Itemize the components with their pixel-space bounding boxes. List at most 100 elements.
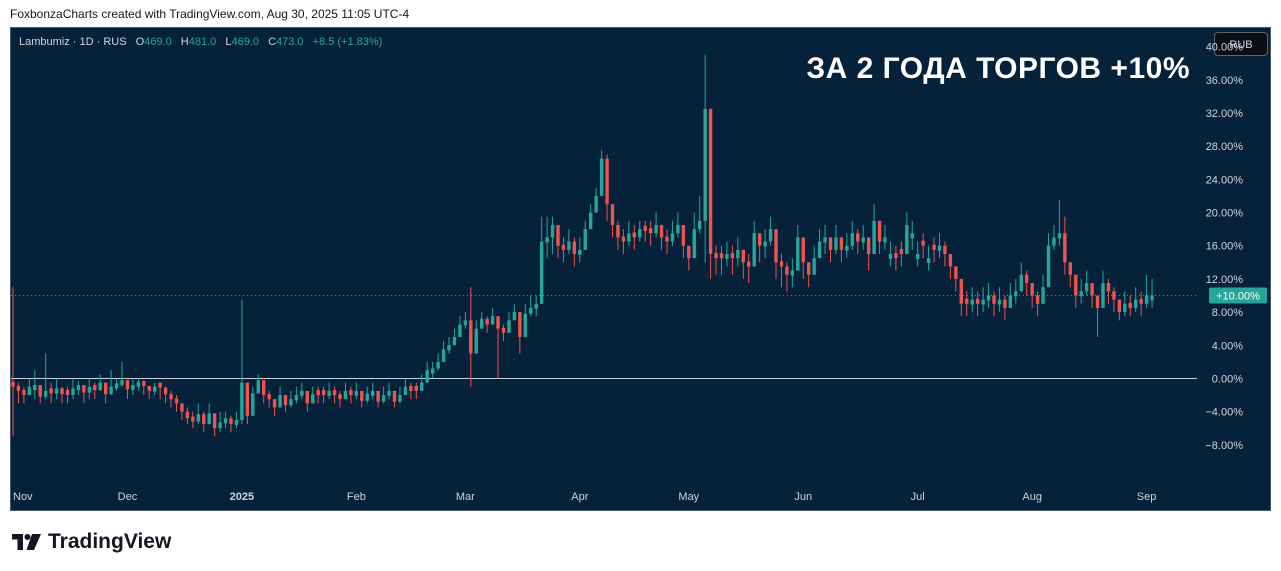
candle-body xyxy=(790,270,795,276)
candle-body xyxy=(899,249,904,254)
candle-body xyxy=(534,303,538,309)
candle-body xyxy=(262,380,266,396)
low-value: 469.0 xyxy=(231,36,259,48)
candle-body xyxy=(616,224,620,238)
candle-body xyxy=(1035,295,1040,304)
candle-body xyxy=(986,295,991,301)
symbol-label: Lambumiz · 1D · RUS xyxy=(19,36,127,48)
candle-body xyxy=(131,385,135,391)
candle-body xyxy=(992,295,996,304)
candle-body xyxy=(627,233,631,242)
candle-body xyxy=(850,233,854,246)
candle-body xyxy=(932,244,936,250)
change-value: +8.5 (+1.83%) xyxy=(312,36,383,48)
currency-button[interactable]: RUB xyxy=(1214,32,1268,56)
candle-body xyxy=(142,380,146,386)
candle-body xyxy=(490,316,495,325)
candle-body xyxy=(926,258,931,264)
candle-body xyxy=(245,382,250,416)
candle-body xyxy=(1144,295,1149,304)
candle-body xyxy=(1117,299,1122,313)
y-tick-label: 0.00% xyxy=(1212,373,1243,385)
candle-body xyxy=(556,224,560,246)
candle-body xyxy=(136,381,141,387)
candle-body xyxy=(638,229,642,238)
candle-body xyxy=(163,387,168,395)
candle-body xyxy=(251,393,255,416)
candle-body xyxy=(387,390,391,396)
candle-body xyxy=(861,237,865,243)
candle-body xyxy=(507,320,511,333)
candle-body xyxy=(621,236,626,242)
candle-body xyxy=(71,388,75,396)
candle-body xyxy=(381,395,386,402)
x-tick-label: Dec xyxy=(118,491,138,503)
candle-body xyxy=(948,254,953,267)
candle-body xyxy=(392,390,397,402)
candle-body xyxy=(414,385,418,391)
candle-body xyxy=(33,385,37,391)
candle-body xyxy=(877,220,882,242)
x-tick-label: Apr xyxy=(571,491,588,503)
candle-body xyxy=(49,388,53,394)
y-tick-label: 40.00% xyxy=(1206,42,1244,54)
candle-body xyxy=(894,253,898,259)
symbol-legend: Lambumiz · 1D · RUS O469.0 H481.0 L469.0… xyxy=(19,36,382,48)
candle-body xyxy=(376,390,380,402)
close-value: 473.0 xyxy=(276,36,304,48)
x-tick-label: Jun xyxy=(794,491,812,503)
y-tick-label: 20.00% xyxy=(1206,208,1244,220)
candle-body xyxy=(752,233,756,267)
x-tick-label: 2025 xyxy=(230,491,254,503)
candle-body xyxy=(463,320,468,326)
candle-body xyxy=(305,390,309,404)
candle-body xyxy=(599,158,604,196)
chart-panel[interactable]: Lambumiz · 1D · RUS O469.0 H481.0 L469.0… xyxy=(10,27,1271,511)
candle-body xyxy=(1090,283,1094,296)
candle-body xyxy=(256,380,260,394)
candle-body xyxy=(22,390,26,396)
candle-body xyxy=(888,254,893,259)
candle-body xyxy=(910,233,914,239)
candle-body xyxy=(223,418,228,424)
candle-body xyxy=(185,411,190,419)
candle-body xyxy=(529,307,533,314)
tradingview-logo-text: TradingView xyxy=(48,530,172,553)
candle-body xyxy=(1003,299,1007,308)
tradingview-logo[interactable]: TradingView xyxy=(12,530,171,554)
candle-body xyxy=(648,228,653,234)
tradingview-logo-icon xyxy=(12,534,41,550)
candle-body xyxy=(796,237,800,271)
candle-body xyxy=(16,385,21,391)
candle-body xyxy=(589,212,593,230)
candle-body xyxy=(174,398,179,404)
y-tick-label: 32.00% xyxy=(1206,108,1244,120)
high-value: 481.0 xyxy=(188,36,217,48)
candle-body xyxy=(234,419,239,425)
candle-body xyxy=(1030,283,1034,296)
candle-body xyxy=(1068,262,1072,275)
candle-body xyxy=(420,382,424,391)
candle-body xyxy=(845,245,849,251)
candle-body xyxy=(480,318,484,329)
candle-body xyxy=(665,236,669,242)
candle-body xyxy=(823,237,827,243)
candle-body xyxy=(365,393,369,401)
candle-body xyxy=(937,245,942,251)
candle-body xyxy=(954,266,958,279)
candle-body xyxy=(741,249,745,263)
attribution-text: FoxbonzaCharts created with TradingView.… xyxy=(10,7,410,21)
candle-body xyxy=(965,298,969,304)
candle-body xyxy=(409,385,413,391)
candle-body xyxy=(283,395,288,405)
x-tick-label: Sep xyxy=(1137,491,1157,503)
candle-body xyxy=(1128,302,1132,308)
candle-body xyxy=(605,158,609,205)
candle-body xyxy=(458,324,462,337)
candle-body xyxy=(447,345,451,351)
candle-body xyxy=(567,241,571,250)
candle-body xyxy=(180,403,184,412)
candle-body xyxy=(425,370,429,383)
x-tick-label: Aug xyxy=(1022,491,1042,503)
candle-body xyxy=(332,390,337,396)
